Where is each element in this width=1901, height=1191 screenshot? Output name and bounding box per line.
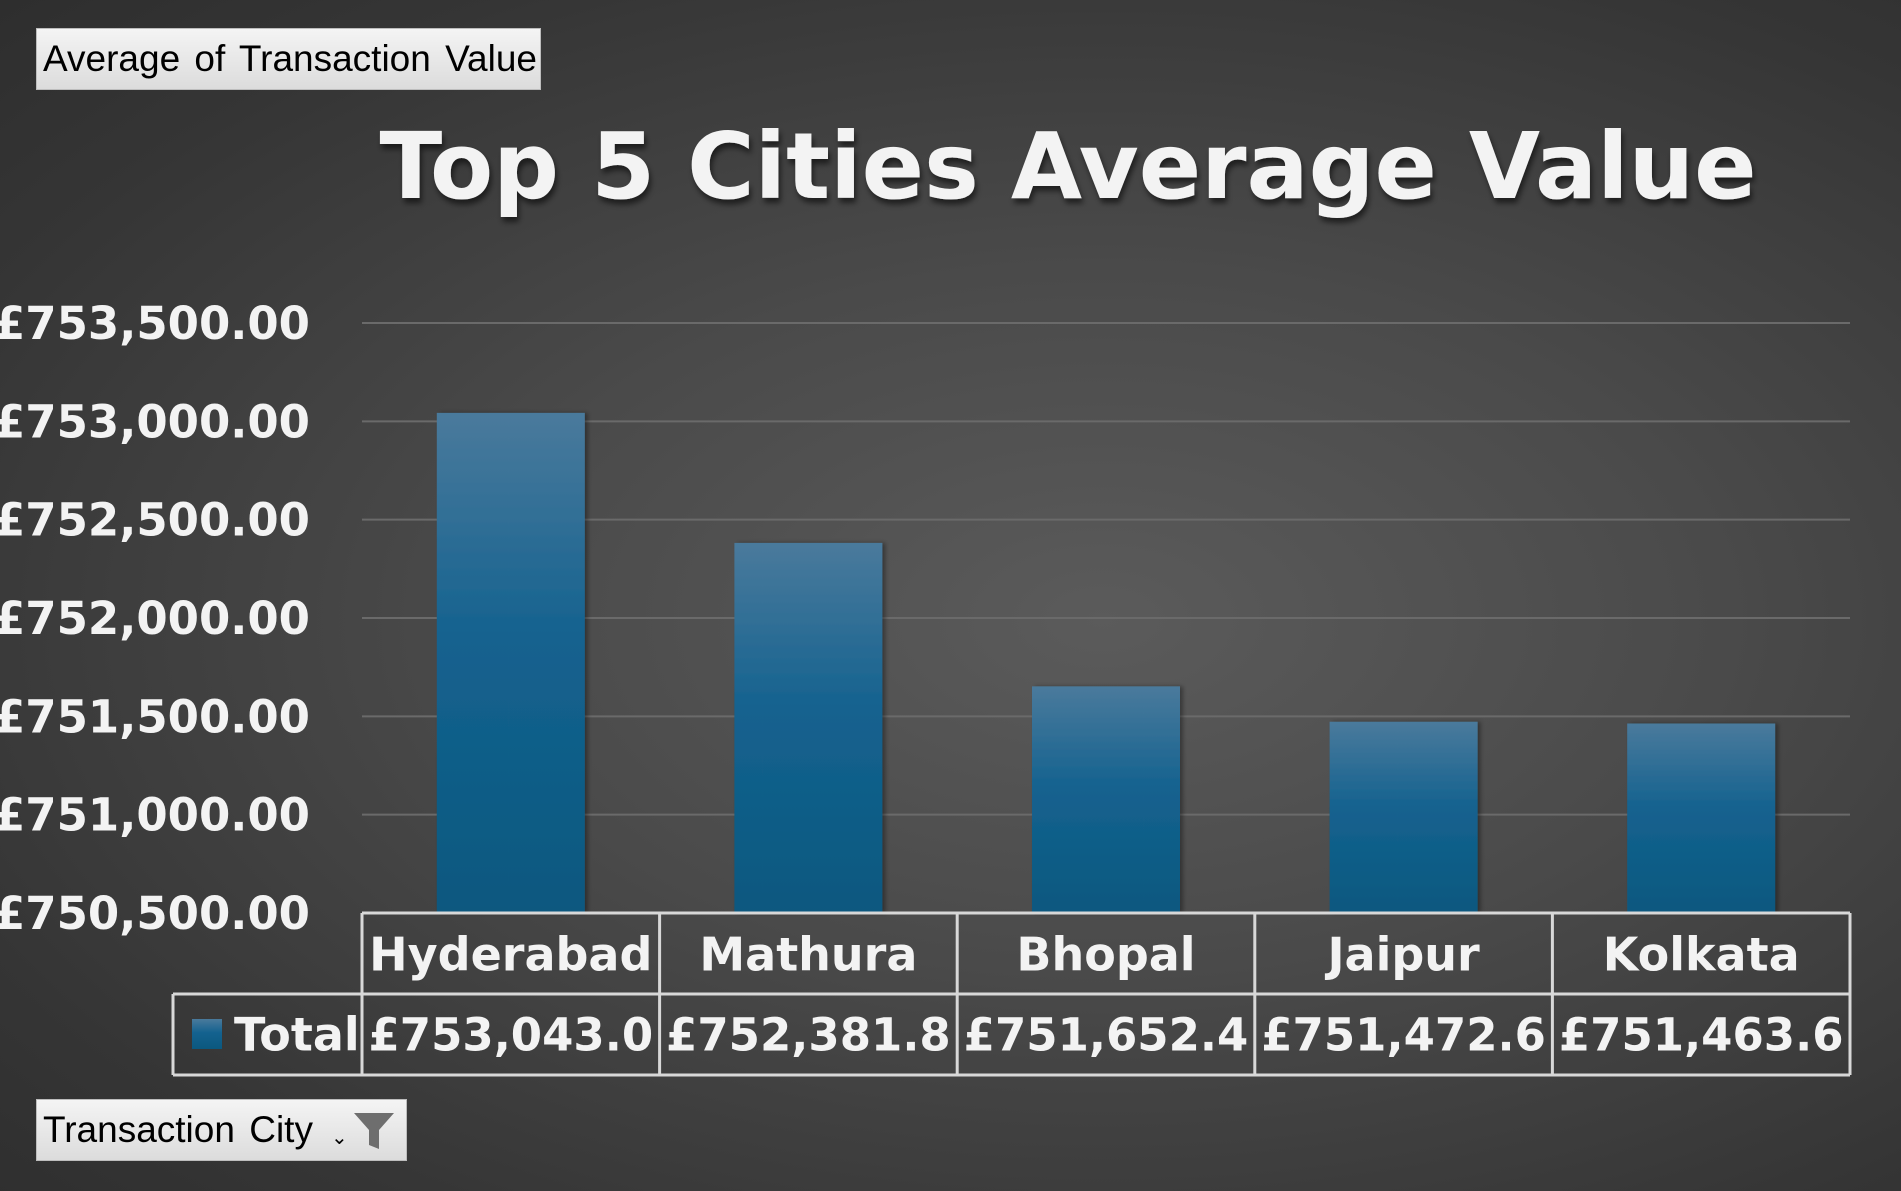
legend-key <box>192 1019 222 1049</box>
bar-bhopal <box>1032 686 1180 913</box>
data-label: £751,652.4 <box>964 1009 1249 1062</box>
y-tick-label: £750,500.00 <box>0 887 310 940</box>
bars <box>436 412 1776 913</box>
y-tick-label: £753,500.00 <box>0 297 310 350</box>
series-name: Total <box>234 1008 360 1062</box>
category-label: Mathura <box>699 928 917 982</box>
y-tick-label: £751,500.00 <box>0 690 310 743</box>
category-label: Kolkata <box>1603 928 1800 982</box>
category-label: Bhopal <box>1016 928 1195 982</box>
y-tick-label: £751,000.00 <box>0 789 310 842</box>
dropdown-arrow-icon[interactable]: ⌄ <box>330 1126 348 1149</box>
y-tick-label: £752,000.00 <box>0 592 310 645</box>
data-label: £753,043.0 <box>368 1009 653 1062</box>
bar-hyderabad <box>436 412 585 913</box>
data-label: £751,472.6 <box>1261 1009 1546 1062</box>
category-label: Jaipur <box>1324 928 1480 982</box>
value-field-label: Average of Transaction Value <box>43 38 537 79</box>
bar-mathura <box>734 542 883 913</box>
data-label: £752,381.8 <box>666 1009 951 1062</box>
y-tick-label: £752,500.00 <box>0 494 310 547</box>
data-label: £751,463.6 <box>1559 1009 1844 1062</box>
category-label: Hyderabad <box>369 928 652 982</box>
city-field-label: Transaction City <box>43 1109 313 1150</box>
bar-jaipur <box>1329 721 1478 913</box>
y-tick-label: £753,000.00 <box>0 395 310 448</box>
data-table: Hyderabad £753,043.0 Mathura £752,381.8 Bhop… <box>171 911 1852 1077</box>
y-axis: £750,500.00 £751,000.00 £751,500.00 £752,00… <box>0 297 310 940</box>
value-field-button[interactable]: Average of Transaction Value <box>36 28 541 90</box>
bar-kolkata <box>1627 723 1776 913</box>
filter-funnel-icon[interactable] <box>352 1110 396 1152</box>
chart-title: Top 5 Cities Average Value <box>379 113 1756 220</box>
city-field-button[interactable]: Transaction City ⌄ <box>36 1099 407 1161</box>
